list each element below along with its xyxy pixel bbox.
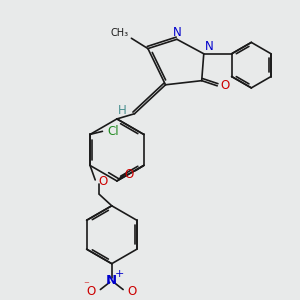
Text: Cl: Cl	[107, 125, 118, 138]
Text: O: O	[125, 168, 134, 181]
Text: O: O	[86, 285, 96, 298]
Text: O: O	[128, 285, 137, 298]
Text: ⁻: ⁻	[83, 280, 89, 290]
Text: CH₃: CH₃	[111, 28, 129, 38]
Text: N: N	[172, 26, 181, 39]
Text: O: O	[99, 176, 108, 188]
Text: O: O	[221, 79, 230, 92]
Text: +: +	[114, 269, 124, 279]
Text: H: H	[118, 104, 127, 117]
Text: N: N	[106, 274, 117, 287]
Text: N: N	[205, 40, 213, 53]
